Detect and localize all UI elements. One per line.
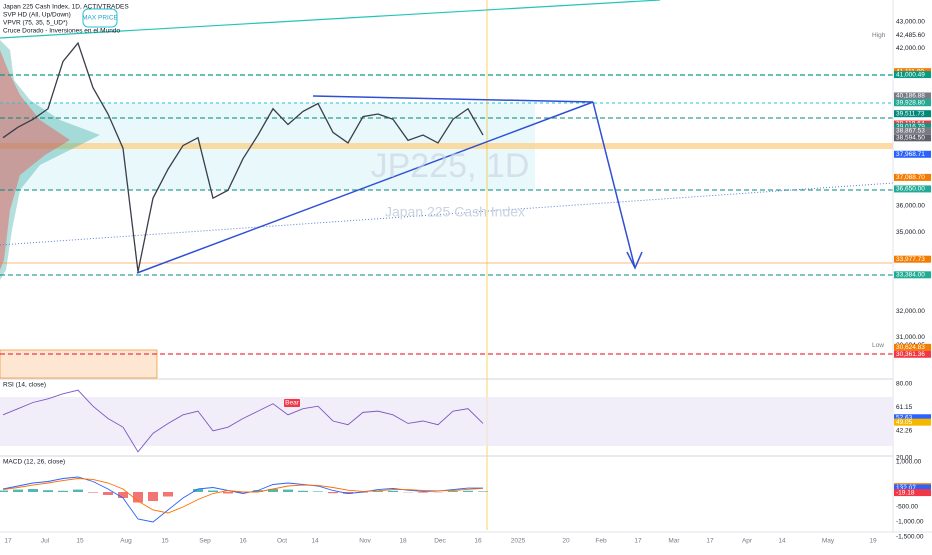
macd-bar (13, 490, 23, 492)
macd-bar (118, 492, 128, 498)
price-marker: 36,650.00 (896, 186, 925, 193)
macd-current: -19.18 (896, 489, 915, 496)
watermark: JP225, 1D (371, 147, 530, 185)
macd-bar (148, 492, 158, 501)
date-label: 15 (76, 538, 84, 545)
rsi-tick-label: 42.26 (896, 427, 913, 434)
date-label: 17 (634, 538, 642, 545)
macd-tick-label: -1,000.00 (896, 519, 924, 526)
low-tag: Low (872, 342, 884, 349)
date-label: 14 (778, 538, 786, 545)
macd-bar (478, 491, 488, 492)
date-label: Nov (359, 538, 371, 545)
price-tick-label: 31,000.00 (896, 334, 925, 341)
date-label: 20 (562, 538, 570, 545)
price-marker: 37,968.71 (896, 151, 925, 158)
macd-bar (28, 489, 38, 492)
macd-tick-label: -500.00 (896, 504, 918, 511)
legend: VPVR (75, 35, 5_UD*) (3, 20, 68, 27)
rsi-tick-label: 80.00 (896, 381, 913, 388)
rsi-band (0, 397, 893, 446)
high-tag: High (872, 32, 886, 39)
price-tick-label: 36,000.00 (896, 203, 925, 210)
max-price-button[interactable]: MAX PRICE (82, 15, 118, 22)
date-label: Jul (41, 538, 50, 545)
date-label: 17 (706, 538, 714, 545)
high-label: 42,485.60 (896, 32, 925, 39)
macd-bar (43, 490, 53, 492)
date-label: 18 (399, 538, 407, 545)
date-label: Apr (742, 538, 753, 545)
macd-bar (0, 491, 8, 493)
macd-bar (208, 491, 218, 493)
date-label: Sep (199, 538, 211, 545)
price-tick-label: 35,000.00 (896, 229, 925, 236)
price-tick-label: 43,000.00 (896, 19, 925, 26)
rsi-tick-label: 61.15 (896, 404, 913, 411)
legend: SVP HD (All, Up/Down) (3, 12, 71, 19)
macd-bar (448, 491, 458, 492)
price-marker: 41,000.49 (896, 71, 925, 78)
legend: Cruce Dorado - Inversiones en el Mundo (3, 28, 120, 35)
rsi-current: 49.05 (896, 419, 913, 426)
watermark: Japan 225 Cash Index (385, 204, 525, 220)
price-marker: 39,928.80 (896, 99, 925, 106)
macd-bar (73, 490, 83, 492)
date-label: Oct (277, 538, 287, 545)
macd-bar (388, 491, 398, 492)
price-marker: 37,088.70 (896, 174, 925, 181)
macd-bar (88, 492, 98, 493)
box (0, 350, 157, 378)
date-label: 14 (311, 538, 319, 545)
price-tick-label: 42,000.00 (896, 45, 925, 52)
date-label: Dec (434, 538, 446, 545)
price-marker: 33,384.00 (896, 272, 925, 279)
price-marker: 38,594.50 (896, 135, 925, 142)
price-marker: 33,977.73 (896, 256, 925, 263)
macd-bar (283, 490, 293, 492)
date-label: 16 (474, 538, 482, 545)
date-label: Aug (120, 538, 132, 545)
macd-bar (298, 491, 308, 492)
macd-bar (103, 492, 113, 495)
macd-bar (328, 492, 338, 493)
date-label: 16 (239, 538, 247, 545)
macd-title: MACD (12, 26, close) (3, 459, 65, 466)
price-tick-label: 32,000.00 (896, 308, 925, 315)
price-marker: 30,361.36 (896, 351, 925, 358)
date-label: 19 (869, 538, 877, 545)
date-label: Mar (668, 538, 680, 545)
macd-bar (313, 491, 323, 492)
date-label: 15 (161, 538, 169, 545)
macd-tick-label: -1,500.00 (896, 534, 924, 541)
macd-bar (58, 491, 68, 492)
date-label: Feb (595, 538, 607, 545)
bear-tag: Bear (285, 400, 300, 407)
date-label: 2025 (511, 538, 526, 545)
macd-tick-label: 1,000.00 (896, 459, 922, 466)
date-label: 17 (4, 538, 12, 545)
macd-bar (463, 491, 473, 492)
price-marker: 38,867.53 (896, 127, 925, 134)
rsi-title: RSI (14, close) (3, 382, 46, 389)
macd-bar (163, 492, 173, 497)
date-label: May (822, 538, 835, 545)
price-marker: 39,511.73 (896, 110, 925, 117)
macd-bar (223, 492, 233, 494)
macd-bar (418, 492, 428, 493)
